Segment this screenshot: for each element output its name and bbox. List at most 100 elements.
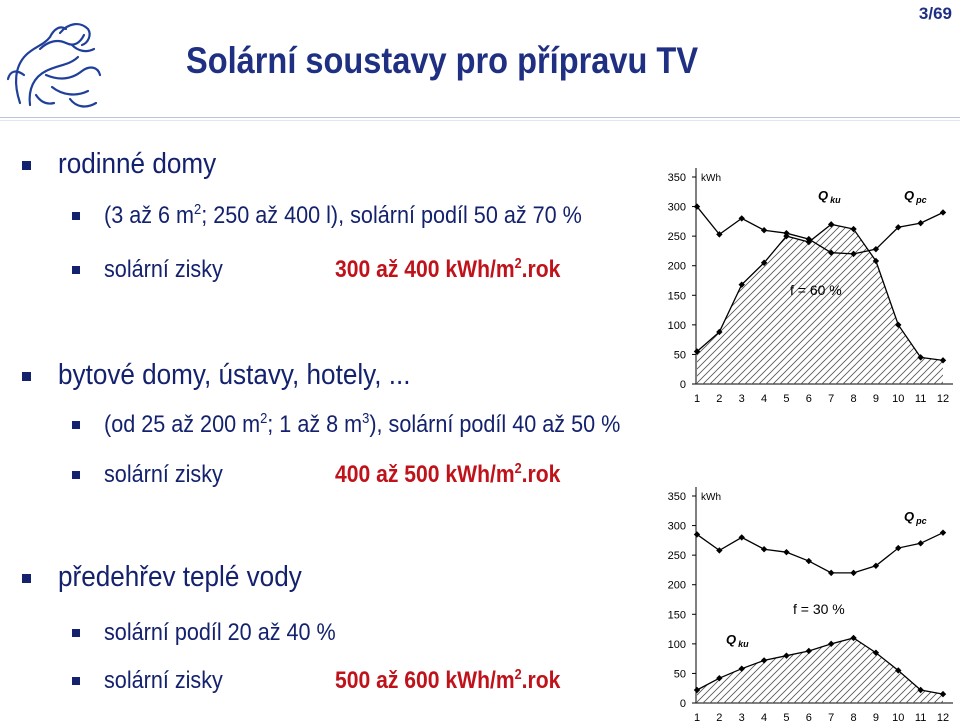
section-detail: (od 25 až 200 m2; 1 až 8 m3), solární po… [104,411,621,438]
data-point [827,569,835,577]
data-point [939,529,947,536]
y-tick-label: 150 [668,290,686,302]
y-tick-label: 0 [680,379,686,391]
header-divider-shadow [0,120,960,121]
y-tick-label: 250 [668,550,686,562]
x-tick-label: 7 [828,393,834,405]
data-point [805,557,813,565]
x-tick-label: 3 [739,393,745,405]
y-tick-label: 300 [668,521,686,533]
solar-fraction-annotation: f = 30 % [793,601,845,617]
section-detail: solární podíl 20 až 40 % [104,619,336,646]
unit-label: kWh [701,492,721,503]
data-point [693,686,701,694]
unit-label: kWh [701,173,721,184]
y-tick-label: 350 [668,172,686,184]
data-point [716,328,723,336]
x-tick-label: 6 [806,393,812,405]
y-tick-label: 0 [680,698,686,710]
y-tick-label: 350 [668,491,686,503]
y-tick-label: 100 [668,320,686,332]
lion-logo-icon [6,23,102,108]
x-tick-label: 10 [892,712,904,724]
data-point [917,354,924,361]
gain-label: solární zisky [104,461,223,488]
section-heading: předehřev teplé vody [58,561,302,593]
data-point [738,534,745,541]
x-tick-label: 8 [850,712,856,724]
gain-label: solární zisky [104,667,223,694]
solar-gain-area [697,224,943,384]
series-line-q-ku [696,637,944,695]
data-point [738,665,745,672]
sub-bullet-square-icon [72,629,80,637]
y-tick-label: 200 [668,580,686,592]
data-point [895,667,902,674]
data-point [805,647,813,655]
x-tick-label: 3 [739,712,745,724]
bullet-square-icon [22,574,31,583]
gain-value: 400 až 500 kWh/m2.rok [335,461,561,488]
x-tick-label: 4 [761,393,767,405]
page-title: Solární soustavy pro přípravu TV [186,40,699,81]
x-tick-label: 12 [937,712,949,724]
sub-bullet-square-icon [72,471,80,479]
gain-label: solární zisky [104,256,223,283]
x-tick-label: 9 [873,712,879,724]
series-line-q-pc [696,532,944,574]
y-tick-label: 300 [668,202,686,214]
x-tick-label: 8 [850,393,856,405]
gain-value: 300 až 400 kWh/m2.rok [335,256,561,283]
x-tick-label: 9 [873,393,879,405]
sub-bullet-square-icon [72,266,80,274]
y-tick-label: 250 [668,231,686,243]
data-point [760,227,768,234]
sub-bullet-square-icon [72,677,80,685]
data-point [716,231,723,238]
section-heading: rodinné domy [58,148,217,180]
x-tick-label: 4 [761,712,767,724]
data-point [850,569,857,577]
sub-bullet-square-icon [72,212,80,220]
solar-fraction-annotation: f = 60 % [790,282,842,298]
data-point [716,547,723,554]
data-point [939,357,947,364]
section-heading: bytové domy, ústavy, hotely, ... [58,359,411,391]
series-line-q-pc [696,206,944,255]
data-point [760,546,768,553]
gain-value: 500 až 600 kWh/m2.rok [335,667,561,694]
x-tick-label: 11 [915,712,926,724]
x-tick-label: 2 [716,393,722,405]
data-point [917,219,924,227]
y-tick-label: 100 [668,639,686,651]
bullet-square-icon [22,161,31,170]
data-point [716,674,723,682]
header-divider [0,117,960,118]
x-tick-label: 7 [828,712,834,724]
series-line-q-ku [696,223,944,361]
x-tick-label: 11 [915,393,926,405]
data-point [939,209,947,216]
page-number: 3/69 [918,4,952,23]
data-point [872,562,880,569]
y-tick-label: 200 [668,261,686,273]
x-tick-label: 10 [892,393,904,405]
y-tick-label: 150 [668,609,686,621]
solar-gain-area [697,637,943,703]
x-tick-label: 6 [806,712,812,724]
x-tick-label: 2 [716,712,722,724]
data-point [917,540,924,547]
data-point [693,531,701,538]
y-tick-label: 50 [674,349,686,361]
data-point [783,548,790,556]
data-point [693,203,701,210]
data-point [738,215,745,222]
x-tick-label: 5 [783,393,789,405]
y-tick-label: 50 [674,668,686,680]
